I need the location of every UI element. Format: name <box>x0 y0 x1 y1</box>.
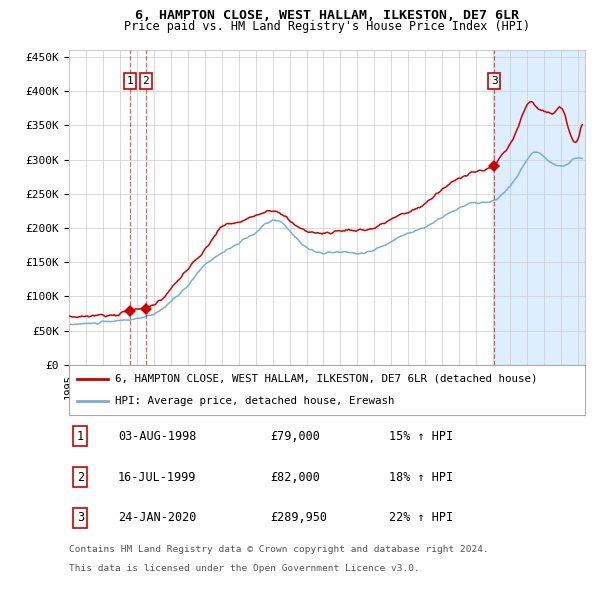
Text: 6, HAMPTON CLOSE, WEST HALLAM, ILKESTON, DE7 6LR: 6, HAMPTON CLOSE, WEST HALLAM, ILKESTON,… <box>135 9 519 22</box>
Text: £289,950: £289,950 <box>270 512 327 525</box>
Text: 6, HAMPTON CLOSE, WEST HALLAM, ILKESTON, DE7 6LR (detached house): 6, HAMPTON CLOSE, WEST HALLAM, ILKESTON,… <box>115 374 538 384</box>
Text: 22% ↑ HPI: 22% ↑ HPI <box>389 512 453 525</box>
Text: 2: 2 <box>77 471 84 484</box>
Text: 3: 3 <box>77 512 84 525</box>
Text: 18% ↑ HPI: 18% ↑ HPI <box>389 471 453 484</box>
Text: 3: 3 <box>491 76 497 86</box>
Text: 15% ↑ HPI: 15% ↑ HPI <box>389 430 453 443</box>
Text: Contains HM Land Registry data © Crown copyright and database right 2024.: Contains HM Land Registry data © Crown c… <box>69 545 489 554</box>
Text: 2: 2 <box>143 76 149 86</box>
Text: HPI: Average price, detached house, Erewash: HPI: Average price, detached house, Erew… <box>115 396 395 406</box>
Text: This data is licensed under the Open Government Licence v3.0.: This data is licensed under the Open Gov… <box>69 565 420 573</box>
Text: 24-JAN-2020: 24-JAN-2020 <box>118 512 196 525</box>
Text: 1: 1 <box>77 430 84 443</box>
Text: 03-AUG-1998: 03-AUG-1998 <box>118 430 196 443</box>
Text: 1: 1 <box>127 76 133 86</box>
Text: £79,000: £79,000 <box>270 430 320 443</box>
Text: £82,000: £82,000 <box>270 471 320 484</box>
Text: Price paid vs. HM Land Registry's House Price Index (HPI): Price paid vs. HM Land Registry's House … <box>124 20 530 33</box>
Text: 16-JUL-1999: 16-JUL-1999 <box>118 471 196 484</box>
Bar <box>494 50 585 365</box>
